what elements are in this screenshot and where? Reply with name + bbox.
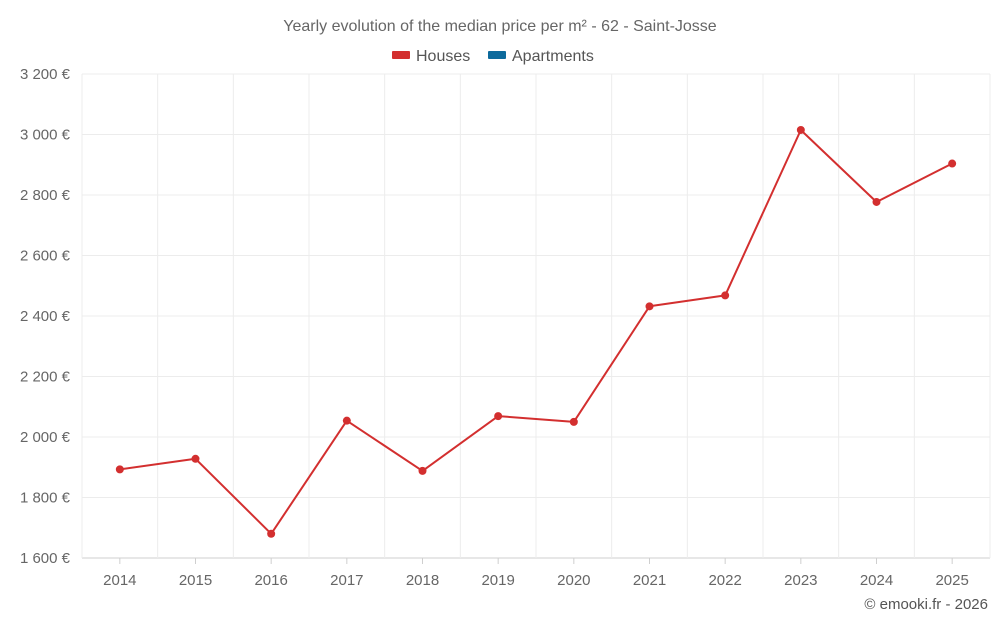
x-tick-label: 2022 bbox=[708, 572, 741, 589]
x-axis: 2014 2015 2016 2017 2018 2019 2020 2021 2022 2023… bbox=[103, 558, 969, 589]
x-tick-label: 2025 bbox=[935, 572, 968, 589]
legend-swatch-apartments bbox=[488, 51, 506, 59]
data-point-houses[interactable] bbox=[418, 466, 427, 475]
y-tick-label: 2 400 € bbox=[20, 308, 71, 325]
data-point-houses[interactable] bbox=[569, 417, 578, 426]
legend-swatch-houses bbox=[392, 51, 410, 59]
legend-item-houses[interactable]: Houses bbox=[392, 48, 470, 65]
data-point-houses[interactable] bbox=[721, 291, 730, 300]
data-point-houses[interactable] bbox=[948, 159, 957, 168]
y-tick-label: 1 800 € bbox=[20, 490, 71, 507]
data-point-houses[interactable] bbox=[342, 416, 351, 425]
legend-item-apartments[interactable]: Apartments bbox=[488, 48, 594, 65]
legend-label-houses: Houses bbox=[416, 48, 470, 65]
x-tick-label: 2019 bbox=[481, 572, 514, 589]
y-tick-label: 2 000 € bbox=[20, 429, 71, 446]
x-tick-label: 2016 bbox=[254, 572, 287, 589]
chart-title: Yearly evolution of the median price per… bbox=[283, 18, 717, 35]
legend-label-apartments: Apartments bbox=[512, 48, 594, 65]
x-tick-label: 2018 bbox=[406, 572, 439, 589]
y-axis: 1 600 € 1 800 € 2 000 € 2 200 € 2 400 € 2 600… bbox=[20, 66, 71, 567]
y-tick-label: 3 200 € bbox=[20, 66, 71, 83]
y-tick-label: 2 800 € bbox=[20, 187, 71, 204]
credit-text: © emooki.fr - 2026 bbox=[864, 596, 988, 613]
series bbox=[115, 125, 957, 538]
y-tick-label: 1 600 € bbox=[20, 550, 71, 567]
data-point-houses[interactable] bbox=[872, 197, 881, 206]
data-point-houses[interactable] bbox=[267, 529, 276, 538]
data-point-houses[interactable] bbox=[645, 302, 654, 311]
x-tick-label: 2021 bbox=[633, 572, 666, 589]
series-line-houses bbox=[119, 129, 953, 535]
x-tick-label: 2017 bbox=[330, 572, 363, 589]
x-tick-label: 2020 bbox=[557, 572, 590, 589]
x-tick-label: 2023 bbox=[784, 572, 817, 589]
legend: Houses Apartments bbox=[392, 48, 594, 65]
data-point-houses[interactable] bbox=[191, 454, 200, 463]
x-tick-label: 2014 bbox=[103, 572, 136, 589]
x-tick-label: 2024 bbox=[860, 572, 893, 589]
data-point-houses[interactable] bbox=[115, 465, 124, 474]
grid bbox=[81, 73, 991, 559]
x-tick-label: 2015 bbox=[179, 572, 212, 589]
data-point-houses[interactable] bbox=[796, 125, 805, 134]
y-tick-label: 3 000 € bbox=[20, 127, 71, 144]
data-point-houses[interactable] bbox=[494, 412, 503, 421]
y-tick-label: 2 200 € bbox=[20, 369, 71, 386]
y-tick-label: 2 600 € bbox=[20, 248, 71, 265]
